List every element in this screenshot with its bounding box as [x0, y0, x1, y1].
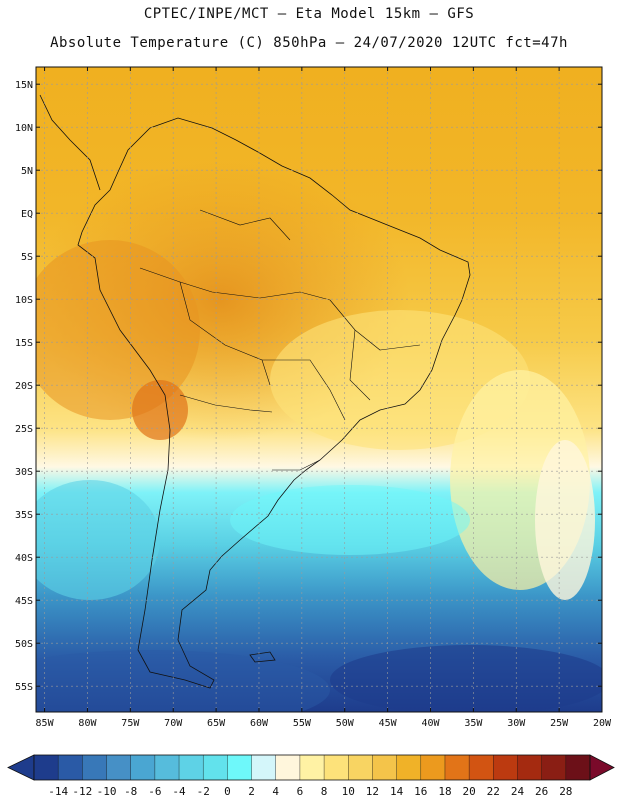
lat-label: 30S [15, 467, 33, 478]
colorbar-swatch [493, 755, 518, 780]
colorbar-label: -14 [48, 785, 68, 798]
lon-label: 85W [36, 718, 55, 729]
colorbar-label: 12 [366, 785, 379, 798]
lon-label: 40W [421, 718, 440, 729]
colorbar-label: 10 [342, 785, 355, 798]
lat-label: 15N [15, 80, 33, 91]
lat-label: 55S [15, 682, 33, 693]
colorbar-swatch [130, 755, 156, 780]
axis-ticks [36, 67, 603, 712]
colorbar-labels: -14 -12 -10 -8 -6 -4 -2 0 2 4 6 8 10 12 14 16 18 20 22 24 26… [48, 785, 572, 798]
map-title-line1: CPTEC/INPE/MCT – Eta Model 15km – GFS [143, 6, 475, 22]
colorbar-swatch [58, 755, 83, 780]
lon-label: 55W [293, 718, 312, 729]
colorbar-label: -12 [72, 785, 92, 798]
colorbar-label: 18 [438, 785, 451, 798]
longitude-labels: 85W 80W 75W 70W 65W 60W 55W 50W 45W 40W 35W 30W 25W 2… [36, 718, 612, 729]
temperature-field [36, 67, 602, 712]
colorbar-label: 4 [272, 785, 279, 798]
lat-label: EQ [21, 209, 33, 220]
lon-label: 30W [507, 718, 526, 729]
colorbar-label: -8 [124, 785, 137, 798]
colorbar-label: 24 [511, 785, 525, 798]
colorbar-label: 22 [487, 785, 500, 798]
colorbar-swatch [565, 755, 591, 780]
colorbar-label: 26 [535, 785, 548, 798]
lat-label: 35S [15, 510, 33, 521]
colorbar-swatch [82, 755, 107, 780]
lat-label: 10S [15, 295, 33, 306]
lon-label: 70W [164, 718, 183, 729]
colorbar-swatch [203, 755, 228, 780]
colorbar-swatch [106, 755, 131, 780]
lat-label: 45S [15, 596, 33, 607]
coastlines [39, 94, 471, 689]
lat-label: 10N [15, 123, 33, 134]
colorbar-frame [33, 754, 591, 781]
colorbar-swatch [324, 755, 349, 780]
lon-label: 20W [593, 718, 612, 729]
lon-label: 25W [550, 718, 569, 729]
colorbar-swatch [444, 755, 470, 780]
colorbar-swatch [179, 755, 204, 780]
lon-label: 35W [464, 718, 483, 729]
lon-label: 75W [121, 718, 140, 729]
colorbar-label: -2 [197, 785, 210, 798]
colorbar-label: -10 [97, 785, 117, 798]
latitude-labels: 15N 10N 5N EQ 5S 10S 15S 20S 25S 30S 35S 40S 45S 50S 5… [15, 80, 33, 693]
lat-label: 25S [15, 424, 33, 435]
lat-label: 5S [21, 252, 33, 263]
colorbar-swatch [517, 755, 542, 780]
colorbar-swatch [420, 755, 446, 780]
colorbar-label: -4 [172, 785, 186, 798]
colorbar-label: 14 [390, 785, 404, 798]
colorbar-label: 6 [297, 785, 304, 798]
plot-frame [35, 66, 603, 713]
graticule [36, 67, 602, 712]
colorbar-swatch [372, 755, 397, 780]
colorbar-label: 8 [321, 785, 328, 798]
colorbar-label: 28 [559, 785, 572, 798]
colorbar-swatch [227, 755, 252, 780]
colorbar-label: 16 [414, 785, 427, 798]
colorbar-swatch [275, 755, 301, 780]
colorbar-under-arrow [7, 754, 35, 781]
lat-label: 20S [15, 381, 33, 392]
map-title-line2: Absolute Temperature (C) 850hPa – 24/07/… [50, 35, 568, 51]
colorbar-label: 0 [224, 785, 231, 798]
lon-label: 65W [207, 718, 226, 729]
colorbar-swatch [396, 755, 422, 780]
colorbar-swatch [348, 755, 373, 780]
lat-label: 50S [15, 639, 33, 650]
colorbar-over-arrow [589, 754, 615, 781]
colorbar-swatch [469, 755, 494, 780]
colorbar-swatch [541, 755, 567, 780]
lat-label: 5N [21, 166, 33, 177]
lon-label: 60W [250, 718, 269, 729]
lat-label: 40S [15, 553, 33, 564]
colorbar-swatch [154, 755, 180, 780]
lon-label: 45W [379, 718, 398, 729]
lon-label: 80W [78, 718, 97, 729]
colorbar [7, 754, 615, 781]
colorbar-label: -6 [148, 785, 161, 798]
lat-label: 15S [15, 338, 33, 349]
country-borders [139, 209, 421, 471]
colorbar-swatch [34, 755, 59, 780]
colorbar-label: 20 [463, 785, 476, 798]
colorbar-label: 2 [248, 785, 255, 798]
colorbar-swatch [299, 755, 325, 780]
lon-label: 50W [336, 718, 355, 729]
colorbar-swatch [251, 755, 277, 780]
